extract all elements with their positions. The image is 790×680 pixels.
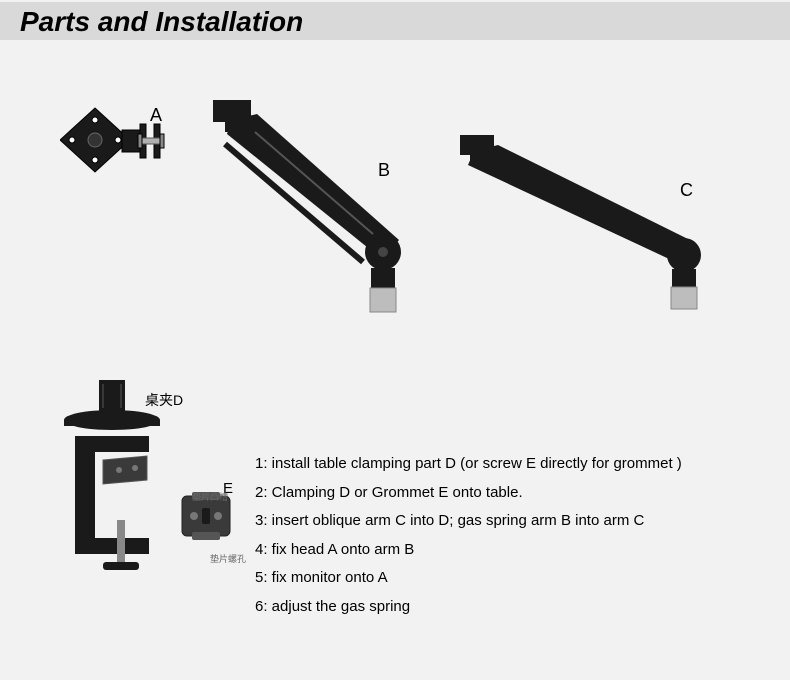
step-2: 2: Clamping D or Grommet E onto table. [255,479,682,508]
step-1: 1: install table clamping part D (or scr… [255,450,682,479]
step-4: 4: fix head A onto arm B [255,536,682,565]
part-b-icon [213,100,443,320]
part-d-label: 桌夹D [145,390,183,410]
step-5: 5: fix monitor onto A [255,564,682,593]
lower-section: 桌夹D E 垫片凸槽 垫片螺孔 1: install table clampin… [0,380,790,680]
header-bar: Parts and Installation [0,2,790,40]
page-title: Parts and Installation [20,6,770,38]
part-e-sublabel2: 垫片螺孔 [210,552,246,565]
part-c-icon [460,135,730,325]
install-steps: 1: install table clamping part D (or scr… [255,450,682,621]
part-c-label: C [680,180,693,201]
parts-row: A B C [0,100,790,380]
part-a-label: A [150,105,162,126]
part-d-icon [55,380,175,590]
step-6: 6: adjust the gas spring [255,593,682,622]
part-b-label: B [378,160,390,181]
part-e-sublabel1: 垫片凸槽 [192,490,228,503]
step-3: 3: insert oblique arm C into D; gas spri… [255,507,682,536]
